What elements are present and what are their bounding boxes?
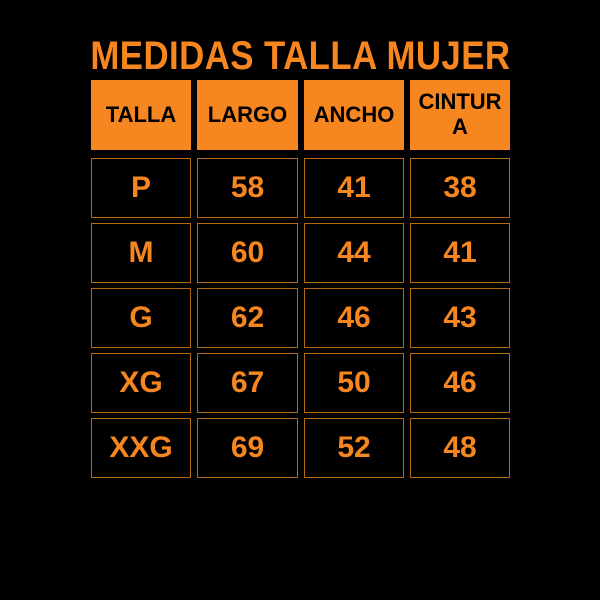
size-table: TALLA LARGO ANCHO CINTURA P 58 41 38 M 6… bbox=[91, 80, 510, 478]
header-cell-largo: LARGO bbox=[197, 80, 298, 150]
cell-xxg-largo: 69 bbox=[197, 418, 298, 478]
cell-p-largo: 58 bbox=[197, 158, 298, 218]
cell-xg-cintura: 46 bbox=[410, 353, 510, 413]
header-cell-cintura: CINTURA bbox=[410, 80, 510, 150]
cell-xxg-cintura: 48 bbox=[410, 418, 510, 478]
cell-xxg-talla: XXG bbox=[91, 418, 191, 478]
cell-xg-talla: XG bbox=[91, 353, 191, 413]
cell-p-ancho: 41 bbox=[304, 158, 404, 218]
cell-g-cintura: 43 bbox=[410, 288, 510, 348]
cell-m-largo: 60 bbox=[197, 223, 298, 283]
cell-xg-largo: 67 bbox=[197, 353, 298, 413]
cell-xxg-ancho: 52 bbox=[304, 418, 404, 478]
cell-m-cintura: 41 bbox=[410, 223, 510, 283]
cell-g-largo: 62 bbox=[197, 288, 298, 348]
table-header-row: TALLA LARGO ANCHO CINTURA bbox=[91, 80, 510, 150]
cell-m-ancho: 44 bbox=[304, 223, 404, 283]
cell-g-ancho: 46 bbox=[304, 288, 404, 348]
cell-p-talla: P bbox=[91, 158, 191, 218]
page-title: MEDIDAS TALLA MUJER bbox=[0, 36, 600, 76]
header-cell-talla: TALLA bbox=[91, 80, 191, 150]
cell-p-cintura: 38 bbox=[410, 158, 510, 218]
cell-xg-ancho: 50 bbox=[304, 353, 404, 413]
header-cell-ancho: ANCHO bbox=[304, 80, 404, 150]
cell-m-talla: M bbox=[91, 223, 191, 283]
page-title-text: MEDIDAS TALLA MUJER bbox=[89, 34, 511, 78]
cell-g-talla: G bbox=[91, 288, 191, 348]
table-body: P 58 41 38 M 60 44 41 G 62 46 43 XG 67 5… bbox=[91, 158, 510, 478]
